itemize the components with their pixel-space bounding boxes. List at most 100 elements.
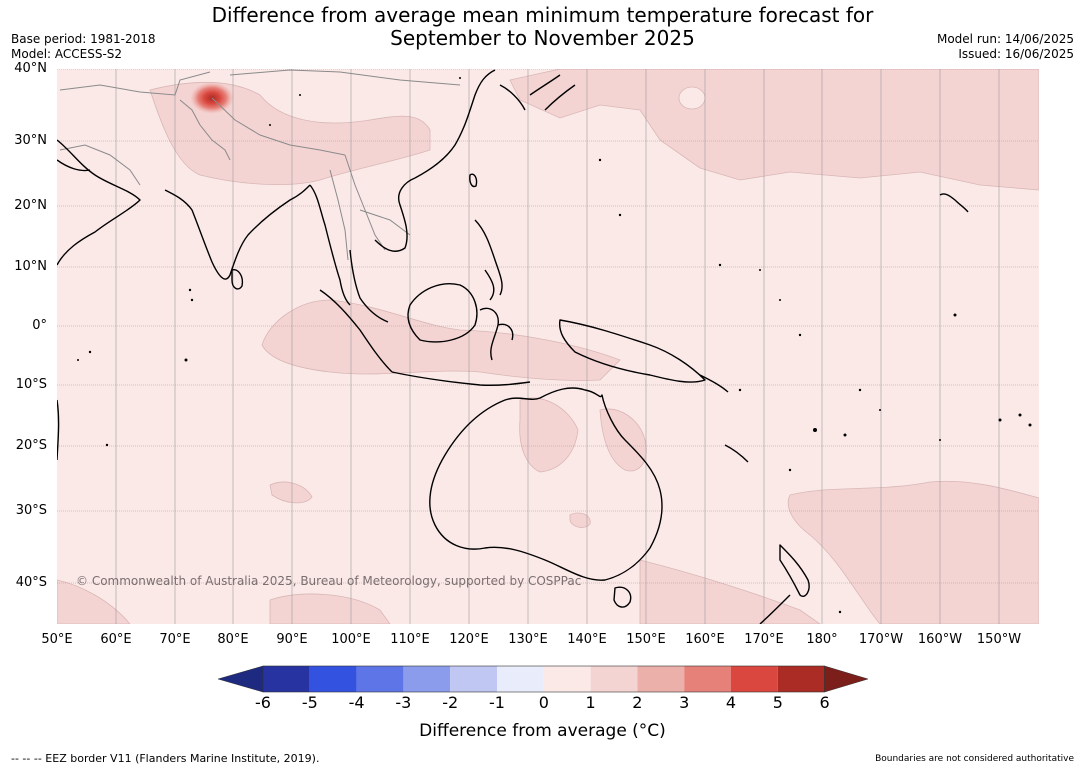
lon-label-110e: 110°E [390, 632, 430, 647]
colorbar-bin-1 [263, 666, 310, 692]
lon-label-140e: 140°E [567, 632, 607, 647]
lat-label-10n: 10°N [14, 259, 47, 274]
lat-label-40n: 40°N [14, 61, 47, 76]
colorbar-tick: 3 [679, 693, 690, 712]
coast-new-guinea [558, 319, 706, 383]
anomaly-region-south-pacific [787, 480, 1039, 624]
lat-label-30n: 30°N [14, 133, 47, 148]
colorbar-bin-9 [637, 666, 685, 692]
colorbar-tick: 0 [538, 693, 549, 712]
lon-label-80e: 80°E [217, 632, 249, 647]
anomaly-region-south-indian [269, 593, 391, 624]
colorbar-bin-6 [497, 666, 544, 692]
lon-label-150e: 150°E [626, 632, 666, 647]
colorbar-tick: -3 [395, 693, 412, 712]
lon-label-100e: 100°E [331, 632, 371, 647]
coast-hawaii [939, 193, 969, 213]
title-line-2: September to November 2025 [390, 26, 695, 50]
colorbar-tick: 2 [632, 693, 643, 712]
coast-new-caledonia [724, 444, 749, 463]
lon-label-120e: 120°E [449, 632, 489, 647]
colorbar-tick: 4 [725, 693, 737, 712]
colorbar-bin-4 [403, 666, 451, 692]
border-central-asia [59, 71, 211, 96]
lon-label-170w: 170°W [858, 632, 904, 647]
model-name: Model: ACCESS-S2 [11, 47, 123, 61]
coast-arabia [57, 139, 141, 266]
lon-label-170e: 170°E [744, 632, 784, 647]
boundaries-disclaimer: Boundaries are not considered authoritat… [875, 754, 1074, 764]
meta-right: Model run: 14/06/2025 Issued: 16/06/2025 [937, 32, 1074, 62]
colorbar-bin-5 [450, 666, 497, 692]
coast-indochina [374, 177, 416, 252]
island-dots [77, 77, 1032, 614]
anomaly-region-australia-se [569, 512, 591, 528]
cool-pocket [678, 86, 706, 110]
border-india-china [211, 97, 346, 156]
colorbar-tick: -1 [489, 693, 505, 712]
anomaly-region-southwest [57, 579, 131, 624]
colorbar-bin-3 [356, 666, 404, 692]
title-line-1: Difference from average mean minimum tem… [211, 3, 874, 27]
lon-label-180: 180° [806, 632, 838, 647]
lat-label-40s: 40°S [15, 575, 47, 590]
colorbar-bin-8 [590, 666, 638, 692]
anomaly-region-south-patch [269, 481, 313, 504]
coast-china [414, 69, 496, 179]
gridlines [57, 69, 1039, 624]
coast-sri-lanka [231, 269, 244, 290]
colorbar [217, 665, 869, 693]
coast-persian-gulf [57, 159, 91, 172]
coast-bay-of-bengal [309, 184, 351, 306]
coast-sulawesi [479, 307, 514, 361]
anomaly-region-north-pacific [509, 69, 1039, 191]
lon-label-130e: 130°E [508, 632, 548, 647]
colorbar-bin-2 [309, 666, 357, 692]
colorbar-tick: 6 [819, 693, 830, 712]
coast-korea-japan [499, 74, 576, 111]
border-myanmar [329, 169, 349, 261]
coast-tasmania [613, 586, 632, 608]
meta-left: Base period: 1981-2018 Model: ACCESS-S2 [11, 32, 156, 62]
colorbar-tick: 5 [772, 693, 783, 712]
colorbar-over-arrow [824, 665, 869, 693]
border-china-mongolia [229, 69, 461, 86]
colorbar-bin-10 [684, 666, 731, 692]
coastlines [57, 69, 969, 624]
eez-note: -- -- -- EEZ border V11 (Flanders Marine… [11, 752, 320, 765]
lon-label-60e: 60°E [100, 632, 132, 647]
border-middle-east [59, 144, 141, 186]
coast-taiwan [469, 173, 478, 188]
colorbar-tick: -5 [301, 693, 318, 712]
lon-label-50e: 50°E [41, 632, 73, 647]
border-mainland-se-asia [344, 154, 411, 251]
coast-sumatra [319, 289, 393, 373]
anomaly-region-australia-nw [519, 397, 579, 473]
issued-date: Issued: 16/06/2025 [958, 47, 1074, 61]
anomaly-region-australia-ne [599, 408, 647, 472]
lat-label-equator: 0° [32, 318, 47, 333]
colorbar-tick: -4 [348, 693, 365, 712]
map-title: Difference from average mean minimum tem… [0, 4, 1085, 50]
anomaly-region-southern-ocean [639, 559, 821, 624]
colorbar-bin-12 [777, 666, 825, 692]
colorbar-bin-11 [731, 666, 778, 692]
coast-malay-peninsula [349, 249, 389, 323]
colorbar-bin-7 [543, 666, 591, 692]
lat-label-10s: 10°S [15, 377, 47, 392]
colorbar-tick: -2 [442, 693, 459, 712]
lon-label-150w: 150°W [976, 632, 1022, 647]
colorbar-label: Difference from average (°C) [419, 721, 666, 741]
coast-philippines [474, 219, 503, 301]
colorbar-outline [262, 665, 825, 693]
lat-label-30s: 30°S [15, 503, 47, 518]
lon-label-90e: 90°E [276, 632, 308, 647]
base-period: Base period: 1981-2018 [11, 32, 156, 46]
coast-australia [429, 387, 663, 581]
colorbar-tick: 1 [585, 693, 596, 712]
coast-india [164, 184, 311, 280]
lat-label-20n: 20°N [14, 198, 47, 213]
lon-label-70e: 70°E [159, 632, 191, 647]
coast-new-zealand-south [759, 594, 791, 624]
